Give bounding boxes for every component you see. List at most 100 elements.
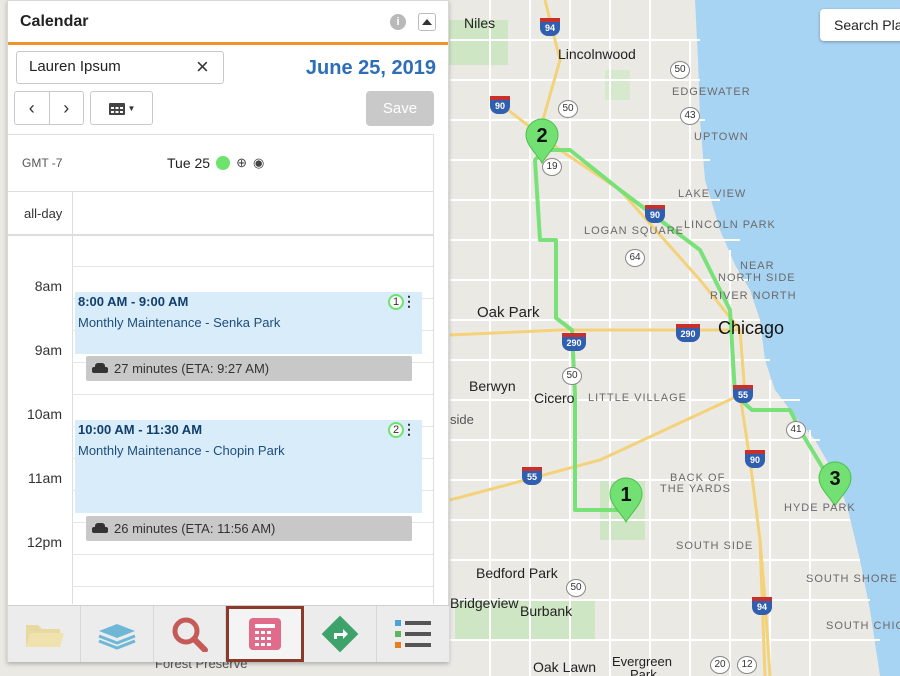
highway-shield: 90	[490, 96, 510, 114]
map-label: Burbank	[520, 603, 573, 619]
route-shield: 50	[566, 579, 586, 597]
layers-icon	[98, 624, 136, 650]
map-pin-2[interactable]: 2	[522, 117, 562, 165]
nav-row: ‹ › ▼ Save	[14, 91, 434, 127]
park-area	[448, 20, 508, 65]
previous-day-button[interactable]: ‹	[28, 97, 35, 118]
map-label: SOUTH CHIC	[826, 620, 900, 632]
date-title: June 25, 2019	[305, 57, 436, 79]
map-label: LITTLE VILLAGE	[588, 392, 687, 404]
eye-icon[interactable]: ◉	[252, 155, 265, 170]
hour-label: 8am	[34, 278, 62, 294]
chevron-down-icon: ▼	[127, 103, 136, 113]
event-time: 8:00 AM - 9:00 AM	[78, 294, 189, 309]
all-day-label: all-day	[24, 206, 63, 221]
user-lookup-field[interactable]: Lauren Ipsum	[16, 51, 224, 84]
event-stop-number: 1	[388, 294, 404, 310]
tool-search[interactable]	[154, 606, 227, 662]
map-label: Oak Park	[477, 304, 540, 321]
status-dot	[216, 156, 231, 170]
day-label: Tue 25	[167, 155, 211, 171]
route-line	[533, 148, 838, 512]
bottom-toolbar	[8, 605, 450, 662]
map-label: RIVER NORTH	[710, 290, 797, 302]
map-label: Cicero	[534, 390, 575, 406]
highway-shield: 290	[676, 324, 700, 342]
hour-label: 9am	[34, 342, 62, 358]
map-label: Bridgeview	[450, 595, 519, 611]
calendar-icon	[108, 103, 125, 115]
panel-header: Calendar i	[8, 1, 448, 45]
calendar-grid: GMT -7 Tue 25 ⊕ ◉ all-day 8am	[8, 134, 434, 604]
map-pin-3[interactable]: 3	[815, 460, 855, 508]
grid-header: GMT -7 Tue 25 ⊕ ◉	[8, 135, 433, 192]
highway-shield: 55	[733, 385, 753, 403]
list-icon	[395, 620, 432, 648]
map-label: SOUTH SIDE	[676, 540, 754, 552]
user-row: Lauren Ipsum × June 25, 2019	[16, 51, 436, 85]
save-button[interactable]: Save	[366, 91, 434, 126]
map-label: THE YARDS	[660, 483, 731, 495]
map-label: NEAR	[740, 260, 775, 272]
map-search-input[interactable]: Search Pla	[820, 9, 900, 41]
calendar-icon	[249, 618, 282, 650]
map-pin-1[interactable]: 1	[606, 476, 646, 524]
map-label: LINCOLN PARK	[684, 219, 776, 231]
folder-icon	[25, 625, 64, 647]
hour-label: 12pm	[26, 534, 62, 550]
search-icon	[172, 617, 208, 652]
pin-number: 2	[536, 125, 547, 147]
hour-label: 10am	[26, 406, 62, 422]
highway-shield: 90	[745, 450, 765, 468]
map-label: side	[450, 412, 474, 427]
map-label: NORTH SIDE	[718, 272, 796, 284]
tool-directions[interactable]	[304, 606, 378, 662]
more-options-icon[interactable]: ⋮	[402, 293, 416, 309]
calendar-dropdown-button[interactable]: ▼	[90, 91, 153, 125]
next-day-button[interactable]: ›	[48, 92, 84, 124]
hour-label: 11am	[28, 470, 62, 486]
tool-layers[interactable]	[81, 606, 154, 662]
day-nav-group: ‹ ›	[14, 91, 84, 125]
event-stop-number: 2	[388, 422, 404, 438]
route-shield: 12	[737, 656, 757, 674]
highway-shield: 290	[562, 333, 586, 351]
highway-shield: 94	[540, 18, 560, 36]
all-day-row: all-day	[8, 192, 433, 236]
map-label: Chicago	[718, 318, 785, 338]
map-label: Lincolnwood	[558, 46, 636, 62]
clear-icon[interactable]: ×	[196, 54, 209, 79]
lake-michigan	[695, 0, 900, 676]
travel-time-text: 27 minutes (ETA: 9:27 AM)	[114, 361, 270, 376]
zoom-in-icon[interactable]: ⊕	[236, 155, 247, 170]
route-shield: 64	[625, 249, 645, 267]
tool-calendar[interactable]	[226, 606, 305, 662]
event-title: Monthly Maintenance - Chopin Park	[78, 443, 285, 458]
map-label: Berwyn	[469, 378, 516, 394]
map-label: Niles	[464, 15, 496, 31]
route-shield: 50	[558, 100, 578, 118]
map-label: UPTOWN	[694, 131, 749, 143]
pin-number: 1	[620, 484, 631, 506]
more-options-icon[interactable]: ⋮	[402, 421, 416, 437]
travel-time-bar: 27 minutes (ETA: 9:27 AM)	[86, 356, 412, 381]
calendar-event[interactable]: 8:00 AM - 9:00 AM Monthly Maintenance - …	[75, 292, 422, 354]
park-area	[605, 70, 630, 100]
calendar-panel: Calendar i Lauren Ipsum × June 25, 2019 …	[7, 0, 450, 662]
panel-title: Calendar	[20, 12, 89, 30]
tool-list[interactable]	[377, 606, 450, 662]
timezone-label: GMT -7	[22, 156, 63, 170]
park-area	[455, 600, 595, 640]
info-icon[interactable]: i	[390, 13, 406, 30]
map-label: Bedford Park	[476, 565, 558, 581]
highway-shield: 90	[645, 205, 665, 223]
hours-area[interactable]: 8am 9am 10am 11am 12pm 8:00 AM - 9:00 AM…	[8, 236, 433, 604]
tool-folder[interactable]	[8, 606, 81, 662]
calendar-event[interactable]: 10:00 AM - 11:30 AM Monthly Maintenance …	[75, 420, 422, 513]
collapse-button[interactable]	[418, 12, 436, 31]
map-label: LAKE VIEW	[678, 188, 747, 200]
map-label: SOUTH SHORE	[806, 573, 898, 585]
car-icon	[92, 362, 108, 375]
directions-icon	[321, 615, 359, 653]
